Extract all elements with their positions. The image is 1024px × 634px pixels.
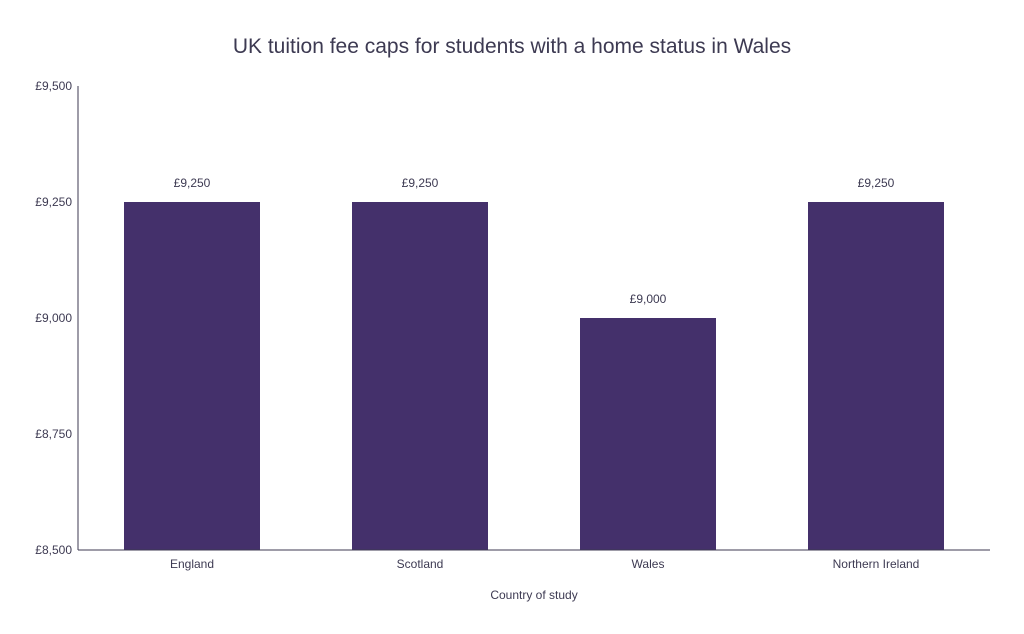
data-label: £9,250 [174,176,211,190]
bar-england [124,202,260,550]
bar-northern-ireland [808,202,944,550]
x-axis-title: Country of study [490,588,577,602]
y-tick-label: £8,500 [35,543,72,557]
x-tick-label: Wales [632,557,665,571]
y-tick-label: £9,250 [35,195,72,209]
data-label: £9,250 [402,176,439,190]
x-tick-label: Scotland [397,557,444,571]
bars [124,202,944,550]
x-tick-label: England [170,557,214,571]
y-tick-label: £8,750 [35,427,72,441]
bar-scotland [352,202,488,550]
bar-wales [580,318,716,550]
y-tick-label: £9,000 [35,311,72,325]
data-label: £9,000 [630,292,667,306]
data-labels: £9,250 £9,250 £9,000 £9,250 [174,176,895,306]
x-axis-ticks: England Scotland Wales Northern Ireland [170,557,919,571]
chart-title: UK tuition fee caps for students with a … [233,35,791,58]
y-tick-label: £9,500 [35,79,72,93]
x-tick-label: Northern Ireland [833,557,920,571]
y-axis-ticks: £8,500 £8,750 £9,000 £9,250 £9,500 [35,79,72,557]
data-label: £9,250 [858,176,895,190]
